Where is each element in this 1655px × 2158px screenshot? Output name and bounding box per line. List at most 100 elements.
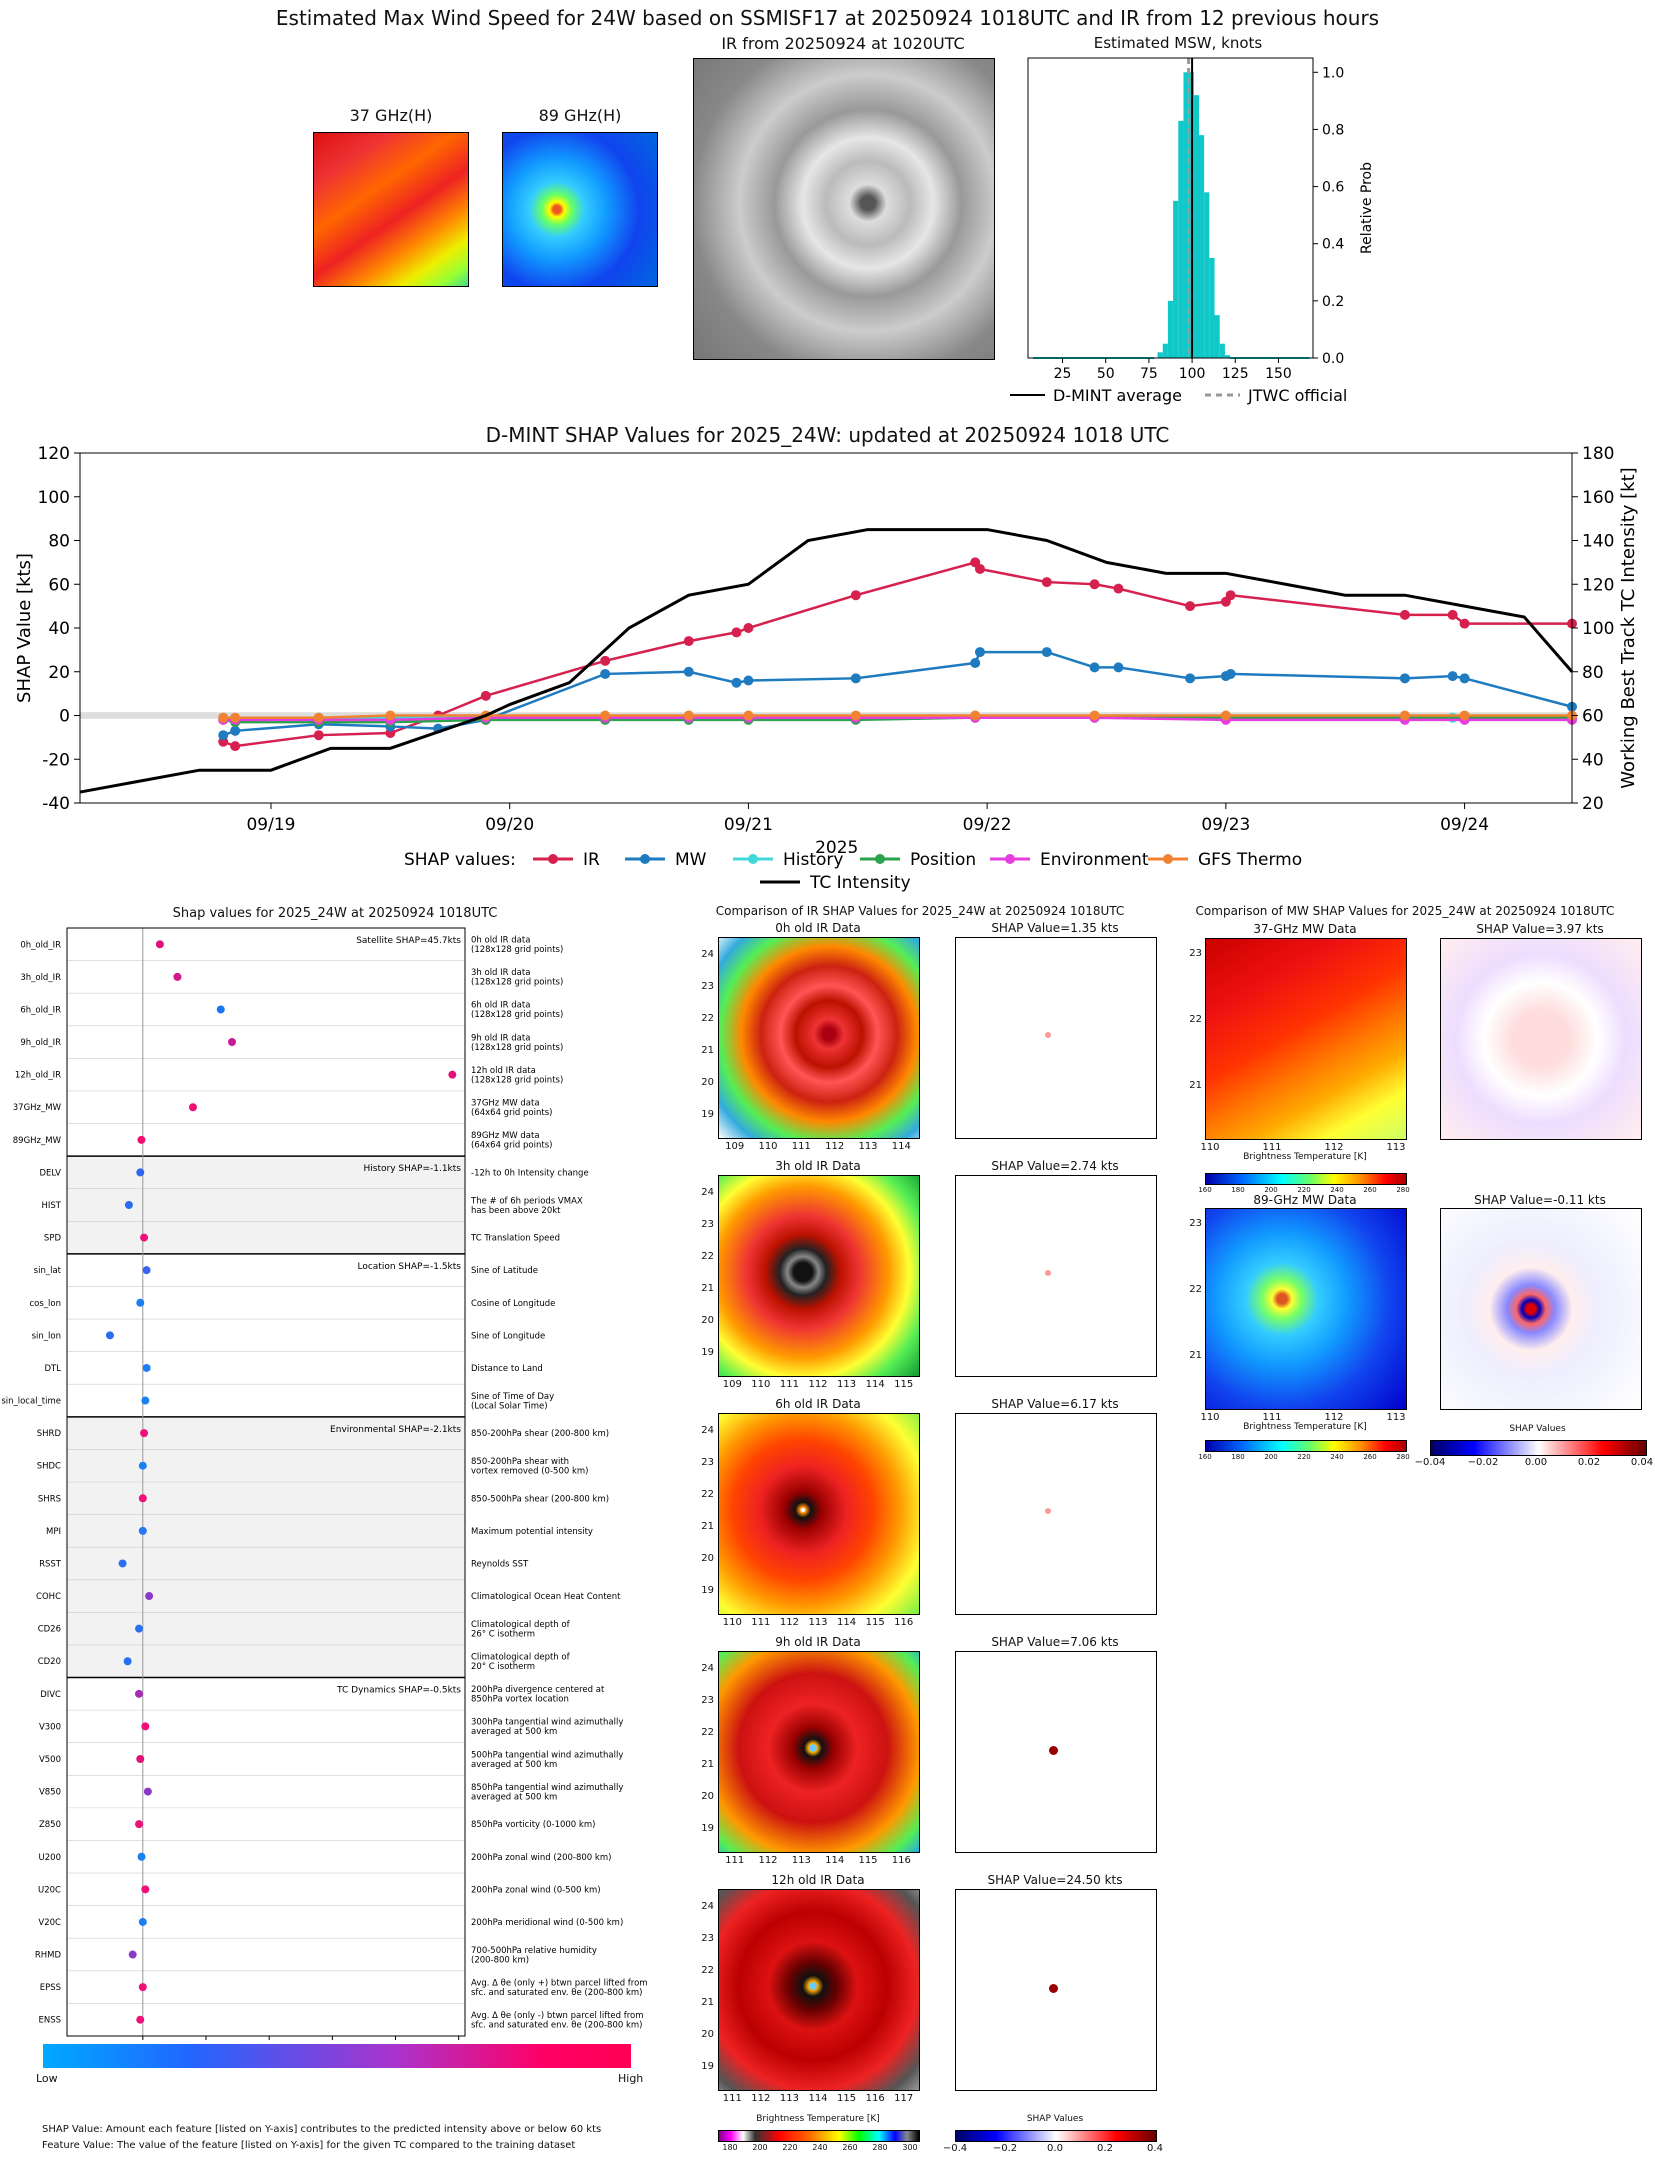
series-point	[230, 712, 241, 723]
hist-bar	[1199, 135, 1205, 358]
feature-name: ENSS	[38, 2016, 61, 2026]
feature-desc: Avg. Δ θe (only -) btwn parcel lifted fr…	[471, 2011, 644, 2021]
feature-name: sin_lat	[34, 1266, 62, 1276]
ts-legend-marker	[875, 854, 885, 864]
ts-ytick-right-label: 20	[1582, 794, 1604, 814]
ir-ytick-label: 22	[701, 1013, 714, 1024]
mw37-label: 37-GHz MW Data	[1253, 922, 1357, 936]
feature-name: Z850	[39, 1820, 61, 1830]
feature-point	[141, 1722, 150, 1731]
feature-point	[135, 1820, 144, 1829]
ir-shap-cb-tick: 0.0	[1047, 2143, 1063, 2154]
mw37-colorbar	[1205, 1173, 1407, 1185]
mw-ytick-label: 22	[1189, 1014, 1202, 1025]
feature-desc: 850-200hPa shear with	[471, 1457, 569, 1467]
feature-desc: (128x128 grid points)	[471, 1010, 563, 1020]
ir-xtick-label: 109	[725, 1141, 745, 1152]
ir-ytick-label: 19	[701, 1823, 714, 1834]
series-line-tc-intensity	[79, 528, 1574, 794]
series-point	[1459, 618, 1470, 629]
hist-bar	[1162, 343, 1168, 358]
mw89-label: 89-GHz MW Data	[1253, 1193, 1357, 1207]
mw-xtick-label: 111	[1262, 1412, 1282, 1423]
ir-row-label: 9h old IR Data	[775, 1635, 861, 1649]
feature-point	[136, 1168, 145, 1177]
hist-ylabel: Relative Prob	[1359, 162, 1375, 254]
ir-row-shap-label: SHAP Value=24.50 kts	[987, 1873, 1123, 1887]
ir-row-shap-label: SHAP Value=6.17 kts	[991, 1397, 1119, 1411]
image-37ghz	[313, 132, 469, 287]
ts-ytick-label: 80	[48, 532, 70, 552]
mw89-colorbar	[1205, 1440, 1407, 1452]
mw-shap-cb-tick: 0.02	[1577, 1457, 1601, 1468]
ir-row-image	[718, 1651, 920, 1853]
ir-xtick-label: 112	[825, 1141, 845, 1152]
ir-ytick-label: 19	[701, 2061, 714, 2072]
mw-cb-tick: 180	[1231, 1186, 1245, 1194]
feature-name: 89GHz_MW	[13, 1136, 62, 1146]
feature-shap-chart: 0h_old_IR 0h old IR data(128x128 grid poi…	[1, 927, 648, 2047]
feature-point	[138, 1461, 147, 1470]
series-point	[230, 741, 241, 752]
hist-bar	[1157, 352, 1163, 358]
ts-xlabel: 2025	[815, 838, 858, 858]
series-point	[1113, 662, 1124, 673]
ts-ytick-label: 60	[48, 575, 70, 595]
ir-row-shap-label: SHAP Value=2.74 kts	[991, 1159, 1119, 1173]
ir-ytick-label: 23	[701, 1457, 714, 1468]
ts-ylabel-right: Working Best Track TC Intensity [kt]	[1618, 467, 1639, 788]
mw-cb-tick: 260	[1363, 1453, 1377, 1461]
series-point	[970, 658, 981, 668]
mw-xtick-label: 111	[1262, 1142, 1282, 1153]
feature-desc: 6h old IR data	[471, 1001, 530, 1011]
ts-ytick-right-label: 180	[1582, 445, 1614, 464]
series-point	[683, 636, 694, 647]
ts-ytick-label: 0	[59, 707, 70, 727]
series-point	[1185, 601, 1196, 612]
feature-desc: Sine of Latitude	[471, 1266, 538, 1276]
ir-cb-tick: 280	[872, 2143, 888, 2152]
mw-cb-tick: 220	[1297, 1186, 1311, 1194]
feature-desc: (128x128 grid points)	[471, 1075, 563, 1085]
feature-name: V20C	[38, 1918, 61, 1928]
feature-point	[137, 1135, 146, 1144]
ts-xtick-label: 09/21	[724, 815, 773, 835]
ir-xtick-label: 111	[751, 1617, 771, 1628]
mw-xtick-label: 110	[1200, 1142, 1220, 1153]
ts-legend-label: History	[783, 850, 843, 870]
feature-name: DIVC	[40, 1690, 61, 1700]
series-point	[731, 627, 742, 638]
series-point	[974, 563, 985, 574]
hist-bar	[1173, 200, 1179, 358]
feature-point	[105, 1331, 114, 1340]
feature-desc: Reynolds SST	[471, 1559, 529, 1569]
ir-xtick-label: 116	[891, 1855, 911, 1866]
feature-desc: Climatological depth of	[471, 1652, 571, 1662]
ir-cb-tick: 220	[782, 2143, 798, 2152]
shap-hotspot	[1049, 1984, 1058, 1993]
feature-name: SPD	[44, 1234, 62, 1244]
feature-name: SHRD	[37, 1429, 62, 1439]
ir-row-shap-label: SHAP Value=1.35 kts	[991, 921, 1119, 935]
feature-desc: averaged at 500 km	[471, 1760, 557, 1770]
ir-ytick-label: 23	[701, 981, 714, 992]
ts-ytick-label: 20	[48, 663, 70, 683]
mw-cb-tick: 160	[1198, 1186, 1212, 1194]
series-point	[1225, 590, 1236, 601]
series-point	[743, 675, 754, 686]
ir-row-shap-image	[955, 1413, 1157, 1615]
legend-jtwc-text: JTWC official	[1247, 386, 1347, 405]
feature-desc: 850hPa vortex location	[471, 1695, 569, 1705]
feature-desc: -12h to 0h Intensity change	[471, 1168, 589, 1178]
feature-desc: averaged at 500 km	[471, 1792, 557, 1802]
feature-point	[135, 1624, 144, 1633]
ts-xtick-label: 09/23	[1201, 815, 1250, 835]
feature-name: V850	[39, 1788, 61, 1798]
ir-cmp-title: Comparison of IR SHAP Values for 2025_24…	[715, 904, 1125, 918]
feature-desc: 700-500hPa relative humidity	[471, 1946, 597, 1956]
hist-bar	[1204, 192, 1210, 358]
series-point	[1225, 668, 1236, 679]
series-point	[1089, 662, 1100, 673]
series-point	[850, 673, 861, 684]
feature-point	[188, 1103, 197, 1112]
